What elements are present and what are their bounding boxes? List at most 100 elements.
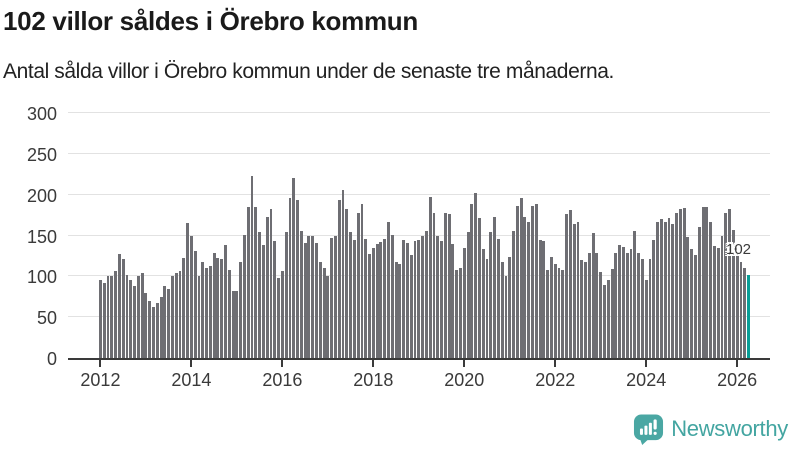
bar [102,282,106,358]
bar [114,271,118,358]
bar [159,296,163,358]
bar [697,226,701,358]
bar [675,213,678,358]
bar [193,251,197,358]
bar [254,206,258,358]
bar [129,279,133,358]
x-label-2018: 2018 [353,370,394,390]
bar [140,273,144,358]
x-tick-2012 [99,360,102,367]
page-title: 102 villor såldes i Örebro kommun [3,6,418,36]
bar [701,206,705,358]
bar [743,268,747,358]
bar [440,241,443,358]
bar [307,235,311,358]
x-tick-2014 [190,360,193,367]
bar [364,238,368,358]
bar [534,204,538,358]
gridline-250 [68,152,770,154]
x-tick-2016 [281,360,284,367]
bar [546,269,550,358]
bar [171,276,174,358]
bar [189,235,193,358]
y-label-200: 200 [26,185,57,206]
bar [671,224,675,358]
bar [178,270,182,358]
bar [311,235,315,358]
bar [246,206,250,358]
bar [413,241,417,358]
bar [731,229,735,358]
bar [568,210,572,358]
bar [280,271,284,358]
bar [728,209,732,358]
y-label-250: 250 [26,144,57,165]
bar [565,214,569,358]
bar [368,254,371,358]
bar [220,259,224,358]
bar [99,279,102,358]
bar [356,212,360,358]
bar [716,247,720,358]
bar [462,247,466,358]
bar [485,259,489,358]
bar [622,246,625,358]
bar [250,175,254,358]
bar [451,243,455,358]
bar [550,256,553,358]
bar [709,222,713,358]
y-label-0: 0 [46,349,57,369]
bar [648,259,652,358]
bar [326,275,330,358]
bar [269,209,273,358]
bar [322,268,326,358]
x-label-2026: 2026 [717,370,758,390]
bar [231,291,235,358]
bar [152,307,155,358]
bar [542,241,546,358]
plot-area [68,112,770,367]
bar [197,276,201,358]
bar [387,222,390,358]
bar [606,279,610,358]
bar [341,189,345,358]
bar [515,206,519,358]
bar [292,178,296,358]
bar [424,231,428,358]
bar [591,233,595,358]
bar [148,300,152,358]
bar [640,259,644,358]
bar [394,261,398,358]
bar [125,274,129,358]
bar [296,199,299,358]
bar [508,256,512,358]
bar [432,212,436,358]
bar [337,199,341,358]
bar [375,244,379,358]
x-label-2014: 2014 [171,370,212,390]
x-tick-2020 [463,360,466,367]
bar [739,262,743,358]
bar [576,222,580,358]
x-tick-2024 [645,360,648,367]
bar [201,261,205,358]
y-label-50: 50 [36,308,57,329]
bar [489,232,493,358]
bar [587,253,591,358]
x-axis-line [68,358,770,360]
bar [167,288,171,358]
bar [428,197,432,358]
bar [712,246,716,358]
bar [443,212,447,358]
bar [538,239,542,358]
bar [481,249,485,358]
bar [216,257,220,358]
bar [174,273,178,358]
bar [155,303,159,358]
bar [398,264,402,358]
bar [455,269,459,358]
bar [735,244,739,358]
bar [436,235,440,358]
bar [637,253,641,358]
bar [163,286,167,358]
